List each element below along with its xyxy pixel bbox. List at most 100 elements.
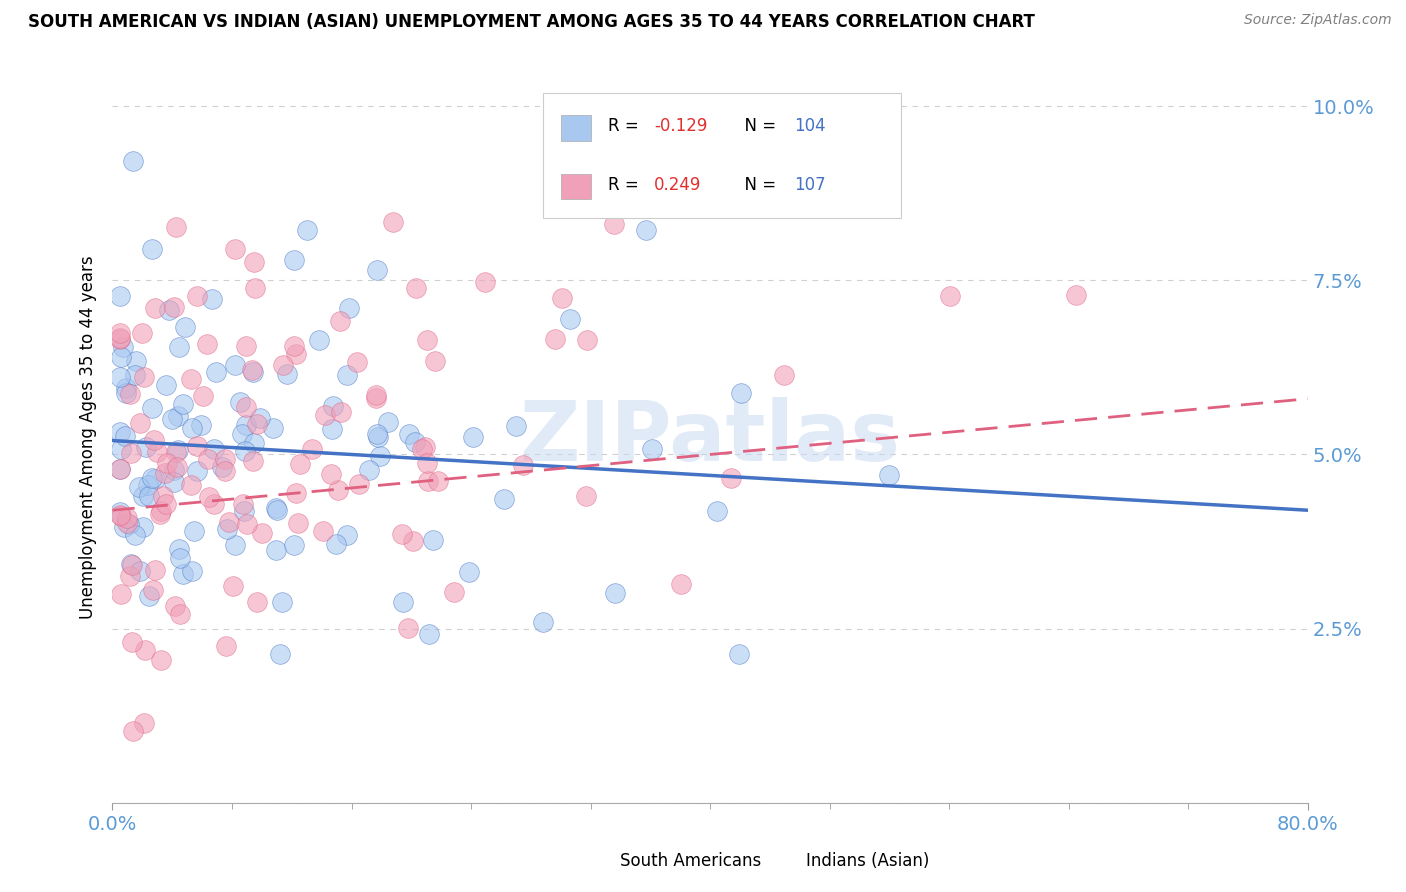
Point bbox=[163, 475, 186, 489]
Point bbox=[165, 444, 187, 458]
Point bbox=[143, 471, 166, 485]
Point bbox=[121, 723, 143, 738]
Point bbox=[245, 417, 267, 432]
Point bbox=[706, 504, 728, 518]
Point bbox=[141, 242, 163, 256]
Point bbox=[169, 607, 191, 621]
Point bbox=[224, 242, 246, 256]
Text: R =: R = bbox=[609, 176, 644, 194]
FancyBboxPatch shape bbox=[591, 850, 617, 872]
Point bbox=[112, 340, 135, 354]
Point bbox=[138, 489, 160, 503]
Point bbox=[186, 440, 208, 454]
Point bbox=[138, 477, 160, 491]
Point bbox=[396, 621, 419, 635]
Point bbox=[879, 468, 901, 483]
Point bbox=[149, 653, 172, 667]
Point bbox=[142, 582, 165, 597]
Point bbox=[134, 369, 156, 384]
Point bbox=[416, 457, 439, 471]
Point bbox=[425, 353, 447, 368]
Point bbox=[328, 483, 350, 497]
Point bbox=[418, 627, 440, 641]
Point bbox=[416, 475, 439, 489]
Text: 0.249: 0.249 bbox=[654, 176, 702, 194]
FancyBboxPatch shape bbox=[543, 94, 901, 218]
Point bbox=[108, 332, 131, 346]
Point bbox=[153, 466, 176, 480]
Point bbox=[321, 422, 343, 436]
Point bbox=[155, 377, 177, 392]
Point bbox=[266, 502, 288, 516]
Point bbox=[634, 223, 657, 237]
Point bbox=[271, 595, 294, 609]
Point bbox=[727, 647, 749, 661]
Point bbox=[641, 442, 664, 456]
Point bbox=[108, 289, 131, 303]
Point bbox=[120, 557, 142, 571]
Point bbox=[402, 534, 425, 549]
Point bbox=[755, 193, 778, 207]
Point bbox=[366, 262, 388, 277]
Point bbox=[114, 429, 136, 443]
Point bbox=[163, 300, 186, 314]
Point bbox=[224, 539, 246, 553]
Point bbox=[129, 416, 152, 430]
Point bbox=[325, 537, 347, 551]
Point bbox=[271, 358, 294, 372]
Point bbox=[142, 434, 165, 448]
Point bbox=[337, 301, 360, 315]
Point bbox=[108, 462, 131, 476]
Point bbox=[264, 542, 287, 557]
Point bbox=[392, 595, 415, 609]
Point bbox=[368, 449, 391, 463]
Point bbox=[214, 452, 236, 467]
Point bbox=[262, 421, 284, 435]
Point bbox=[531, 615, 554, 629]
Point bbox=[242, 454, 264, 468]
Point bbox=[461, 430, 484, 444]
Text: SOUTH AMERICAN VS INDIAN (ASIAN) UNEMPLOYMENT AMONG AGES 35 TO 44 YEARS CORRELAT: SOUTH AMERICAN VS INDIAN (ASIAN) UNEMPLO… bbox=[28, 13, 1035, 31]
Point bbox=[235, 339, 257, 353]
Point bbox=[411, 442, 433, 457]
Text: Indians (Asian): Indians (Asian) bbox=[806, 853, 929, 871]
Point bbox=[512, 458, 534, 472]
Point bbox=[186, 289, 208, 303]
Point bbox=[730, 386, 752, 401]
Point bbox=[115, 510, 138, 524]
Point bbox=[288, 457, 311, 471]
Point bbox=[287, 516, 309, 530]
Point bbox=[249, 411, 271, 425]
Point bbox=[108, 425, 131, 439]
Point bbox=[183, 524, 205, 538]
FancyBboxPatch shape bbox=[776, 850, 801, 872]
Text: Source: ZipAtlas.com: Source: ZipAtlas.com bbox=[1244, 13, 1392, 28]
Point bbox=[398, 427, 420, 442]
Point bbox=[141, 471, 163, 485]
Point bbox=[329, 405, 352, 419]
Text: ZIPatlas: ZIPatlas bbox=[520, 397, 900, 477]
FancyBboxPatch shape bbox=[561, 174, 591, 200]
Point bbox=[121, 558, 143, 572]
Point bbox=[264, 501, 287, 516]
Point bbox=[124, 528, 146, 542]
Point bbox=[202, 497, 225, 511]
Point bbox=[110, 351, 132, 365]
Point bbox=[110, 509, 132, 524]
Point bbox=[195, 336, 218, 351]
Point bbox=[169, 542, 191, 557]
Point bbox=[143, 563, 166, 577]
Point bbox=[180, 421, 202, 435]
Point bbox=[938, 289, 960, 303]
Point bbox=[132, 520, 155, 534]
Point bbox=[156, 456, 179, 470]
Point bbox=[415, 334, 437, 348]
Point bbox=[165, 219, 187, 234]
Point bbox=[364, 391, 387, 405]
Point bbox=[474, 275, 496, 289]
Text: N =: N = bbox=[734, 117, 782, 136]
Point bbox=[197, 451, 219, 466]
Point bbox=[108, 331, 131, 345]
FancyBboxPatch shape bbox=[561, 115, 591, 141]
Point bbox=[405, 280, 427, 294]
